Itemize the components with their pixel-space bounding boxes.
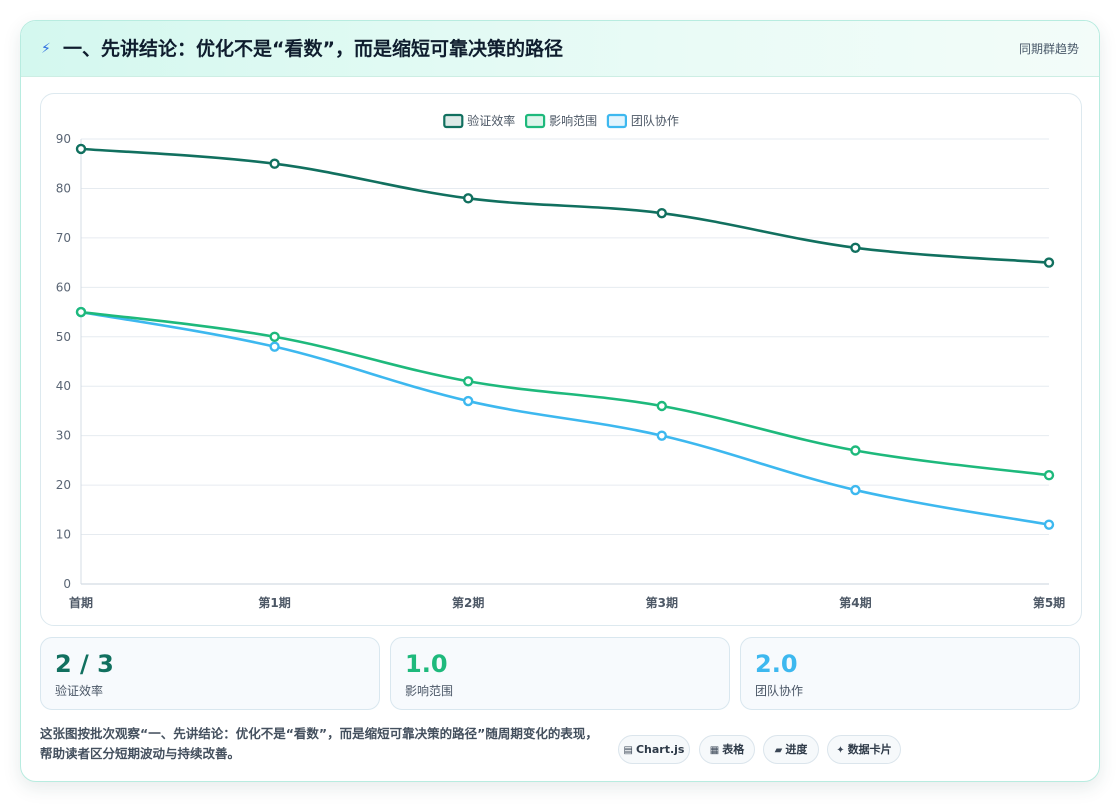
x-tick-label: 第2期 bbox=[452, 595, 484, 610]
data-point bbox=[850, 484, 861, 496]
chart-panel: 0 10 20 30 40 50 60 70 80 90 首期 第1期 第2期 第3期 第4期 第5期 验证效率… bbox=[40, 93, 1082, 626]
x-tick-label: 首期 bbox=[69, 595, 93, 610]
legend-swatch bbox=[525, 113, 546, 129]
y-tick-label: 30 bbox=[56, 429, 71, 443]
sparkle-icon: ✦ bbox=[836, 745, 845, 756]
tag-label: 表格 bbox=[722, 743, 745, 756]
tag-data-card[interactable]: ✦ 数据卡片 bbox=[827, 735, 901, 764]
stat-label-2: 影响范围 bbox=[405, 684, 454, 698]
y-tick-label: 20 bbox=[56, 478, 71, 492]
y-tick-label: 70 bbox=[56, 231, 71, 245]
tag-label: 进度 bbox=[785, 743, 808, 756]
x-tick-label: 第3期 bbox=[646, 595, 678, 610]
data-point bbox=[269, 331, 280, 342]
y-tick-label: 90 bbox=[56, 132, 71, 146]
data-point bbox=[656, 400, 667, 412]
legend-label: 影响范围 bbox=[549, 113, 597, 128]
header-subtitle: 同期群趋势 bbox=[1018, 42, 1079, 56]
line-chart: 0 10 20 30 40 50 60 70 80 90 首期 第1期 第2期 第3期 第4期 第5期 验证效率… bbox=[56, 113, 1065, 610]
data-point bbox=[463, 376, 474, 387]
legend-swatch bbox=[606, 113, 628, 129]
data-point bbox=[1043, 257, 1055, 268]
stat-value-2: 1.0 bbox=[405, 650, 448, 678]
tag-chartjs[interactable]: ▤ Chart.js bbox=[618, 735, 690, 764]
tag-label: 数据卡片 bbox=[847, 743, 892, 756]
tag-table[interactable]: ▦ 表格 bbox=[699, 735, 755, 764]
stat-card-2: 1.0 影响范围 bbox=[390, 637, 730, 710]
x-tick-label: 第4期 bbox=[839, 595, 871, 610]
data-point bbox=[1043, 519, 1055, 530]
data-point bbox=[656, 430, 667, 441]
tag-progress[interactable]: ▰ 进度 bbox=[763, 735, 819, 764]
stat-value-3: 2.0 bbox=[755, 650, 798, 678]
data-point bbox=[656, 207, 667, 219]
stat-value-1: 2 / 3 bbox=[55, 650, 114, 678]
data-point bbox=[850, 242, 861, 253]
data-point bbox=[269, 158, 280, 169]
legend-swatch bbox=[443, 113, 464, 129]
card-header: ⚡ 一、先讲结论：优化不是“看数”，而是缩短可靠决策的路径 同期群趋势 bbox=[21, 21, 1099, 77]
page-title: 一、先讲结论：优化不是“看数”，而是缩短可靠决策的路径 bbox=[63, 38, 563, 60]
y-tick-label: 40 bbox=[56, 379, 71, 393]
legend-label: 验证效率 bbox=[467, 113, 515, 128]
chart-description: 这张图按批次观察“一、先讲结论：优化不是“看数”，而是缩短可靠决策的路径”随周期… bbox=[40, 726, 598, 761]
x-tick-label: 第1期 bbox=[258, 595, 290, 610]
stat-label-1: 验证效率 bbox=[55, 684, 104, 698]
series-line bbox=[80, 310, 1050, 477]
series-line bbox=[80, 310, 1050, 526]
y-tick-label: 80 bbox=[56, 181, 71, 195]
data-point bbox=[850, 445, 861, 456]
stat-label-3: 团队协作 bbox=[755, 684, 804, 698]
data-point bbox=[1043, 470, 1055, 481]
data-point bbox=[75, 143, 87, 155]
series-line bbox=[80, 147, 1050, 264]
y-tick-label: 0 bbox=[63, 577, 71, 591]
data-point bbox=[463, 193, 474, 204]
data-point bbox=[269, 341, 280, 352]
y-tick-label: 60 bbox=[56, 280, 71, 294]
data-point bbox=[463, 395, 474, 407]
data-point bbox=[75, 306, 87, 318]
table-icon: ▦ bbox=[709, 745, 720, 756]
legend-label: 团队协作 bbox=[631, 113, 679, 128]
chart-icon: ▤ bbox=[623, 745, 633, 756]
x-tick-label: 第5期 bbox=[1033, 595, 1065, 610]
tag-label: Chart.js bbox=[635, 743, 685, 756]
stat-card-3: 2.0 团队协作 bbox=[740, 637, 1080, 710]
y-tick-label: 50 bbox=[56, 330, 71, 344]
report-card: ⚡ 一、先讲结论：优化不是“看数”，而是缩短可靠决策的路径 同期群趋势 0 10 2… bbox=[20, 20, 1100, 782]
stat-card-1: 2 / 3 验证效率 bbox=[40, 637, 380, 710]
y-tick-label: 10 bbox=[56, 528, 71, 542]
lightning-icon: ⚡ bbox=[41, 41, 51, 57]
progress-icon: ▰ bbox=[774, 745, 783, 756]
